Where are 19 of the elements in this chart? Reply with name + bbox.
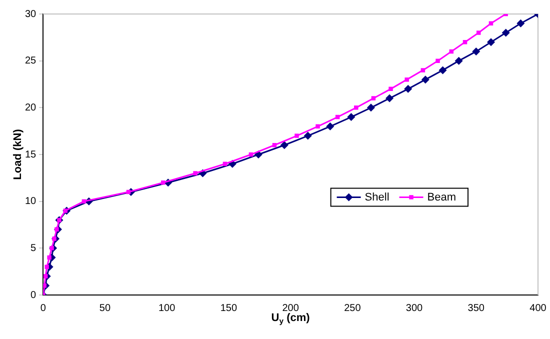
y-tick-label: 0	[30, 290, 37, 301]
y-axis-title: Load (kN)	[12, 128, 24, 180]
x-tick-label: 100	[158, 302, 176, 314]
legend-label: Shell	[364, 191, 390, 204]
x-tick-label: 0	[40, 302, 46, 314]
legend-label: Beam	[427, 191, 456, 204]
x-tick-label: 50	[99, 302, 111, 314]
x-tick-label: 350	[468, 302, 485, 314]
x-tick-label: 200	[282, 302, 300, 314]
y-tick-label: 25	[25, 56, 37, 67]
x-tick-label: 250	[344, 302, 362, 314]
y-tick-label: 30	[25, 8, 37, 20]
y-tick-label: 20	[25, 102, 37, 114]
x-tick-label: 400	[530, 302, 547, 314]
x-tick-label: 300	[406, 302, 424, 314]
y-tick-label: 15	[25, 149, 37, 160]
y-tick-label: 5	[30, 242, 37, 254]
y-tick-label: 10	[25, 196, 37, 208]
x-tick-label: 150	[220, 302, 238, 314]
